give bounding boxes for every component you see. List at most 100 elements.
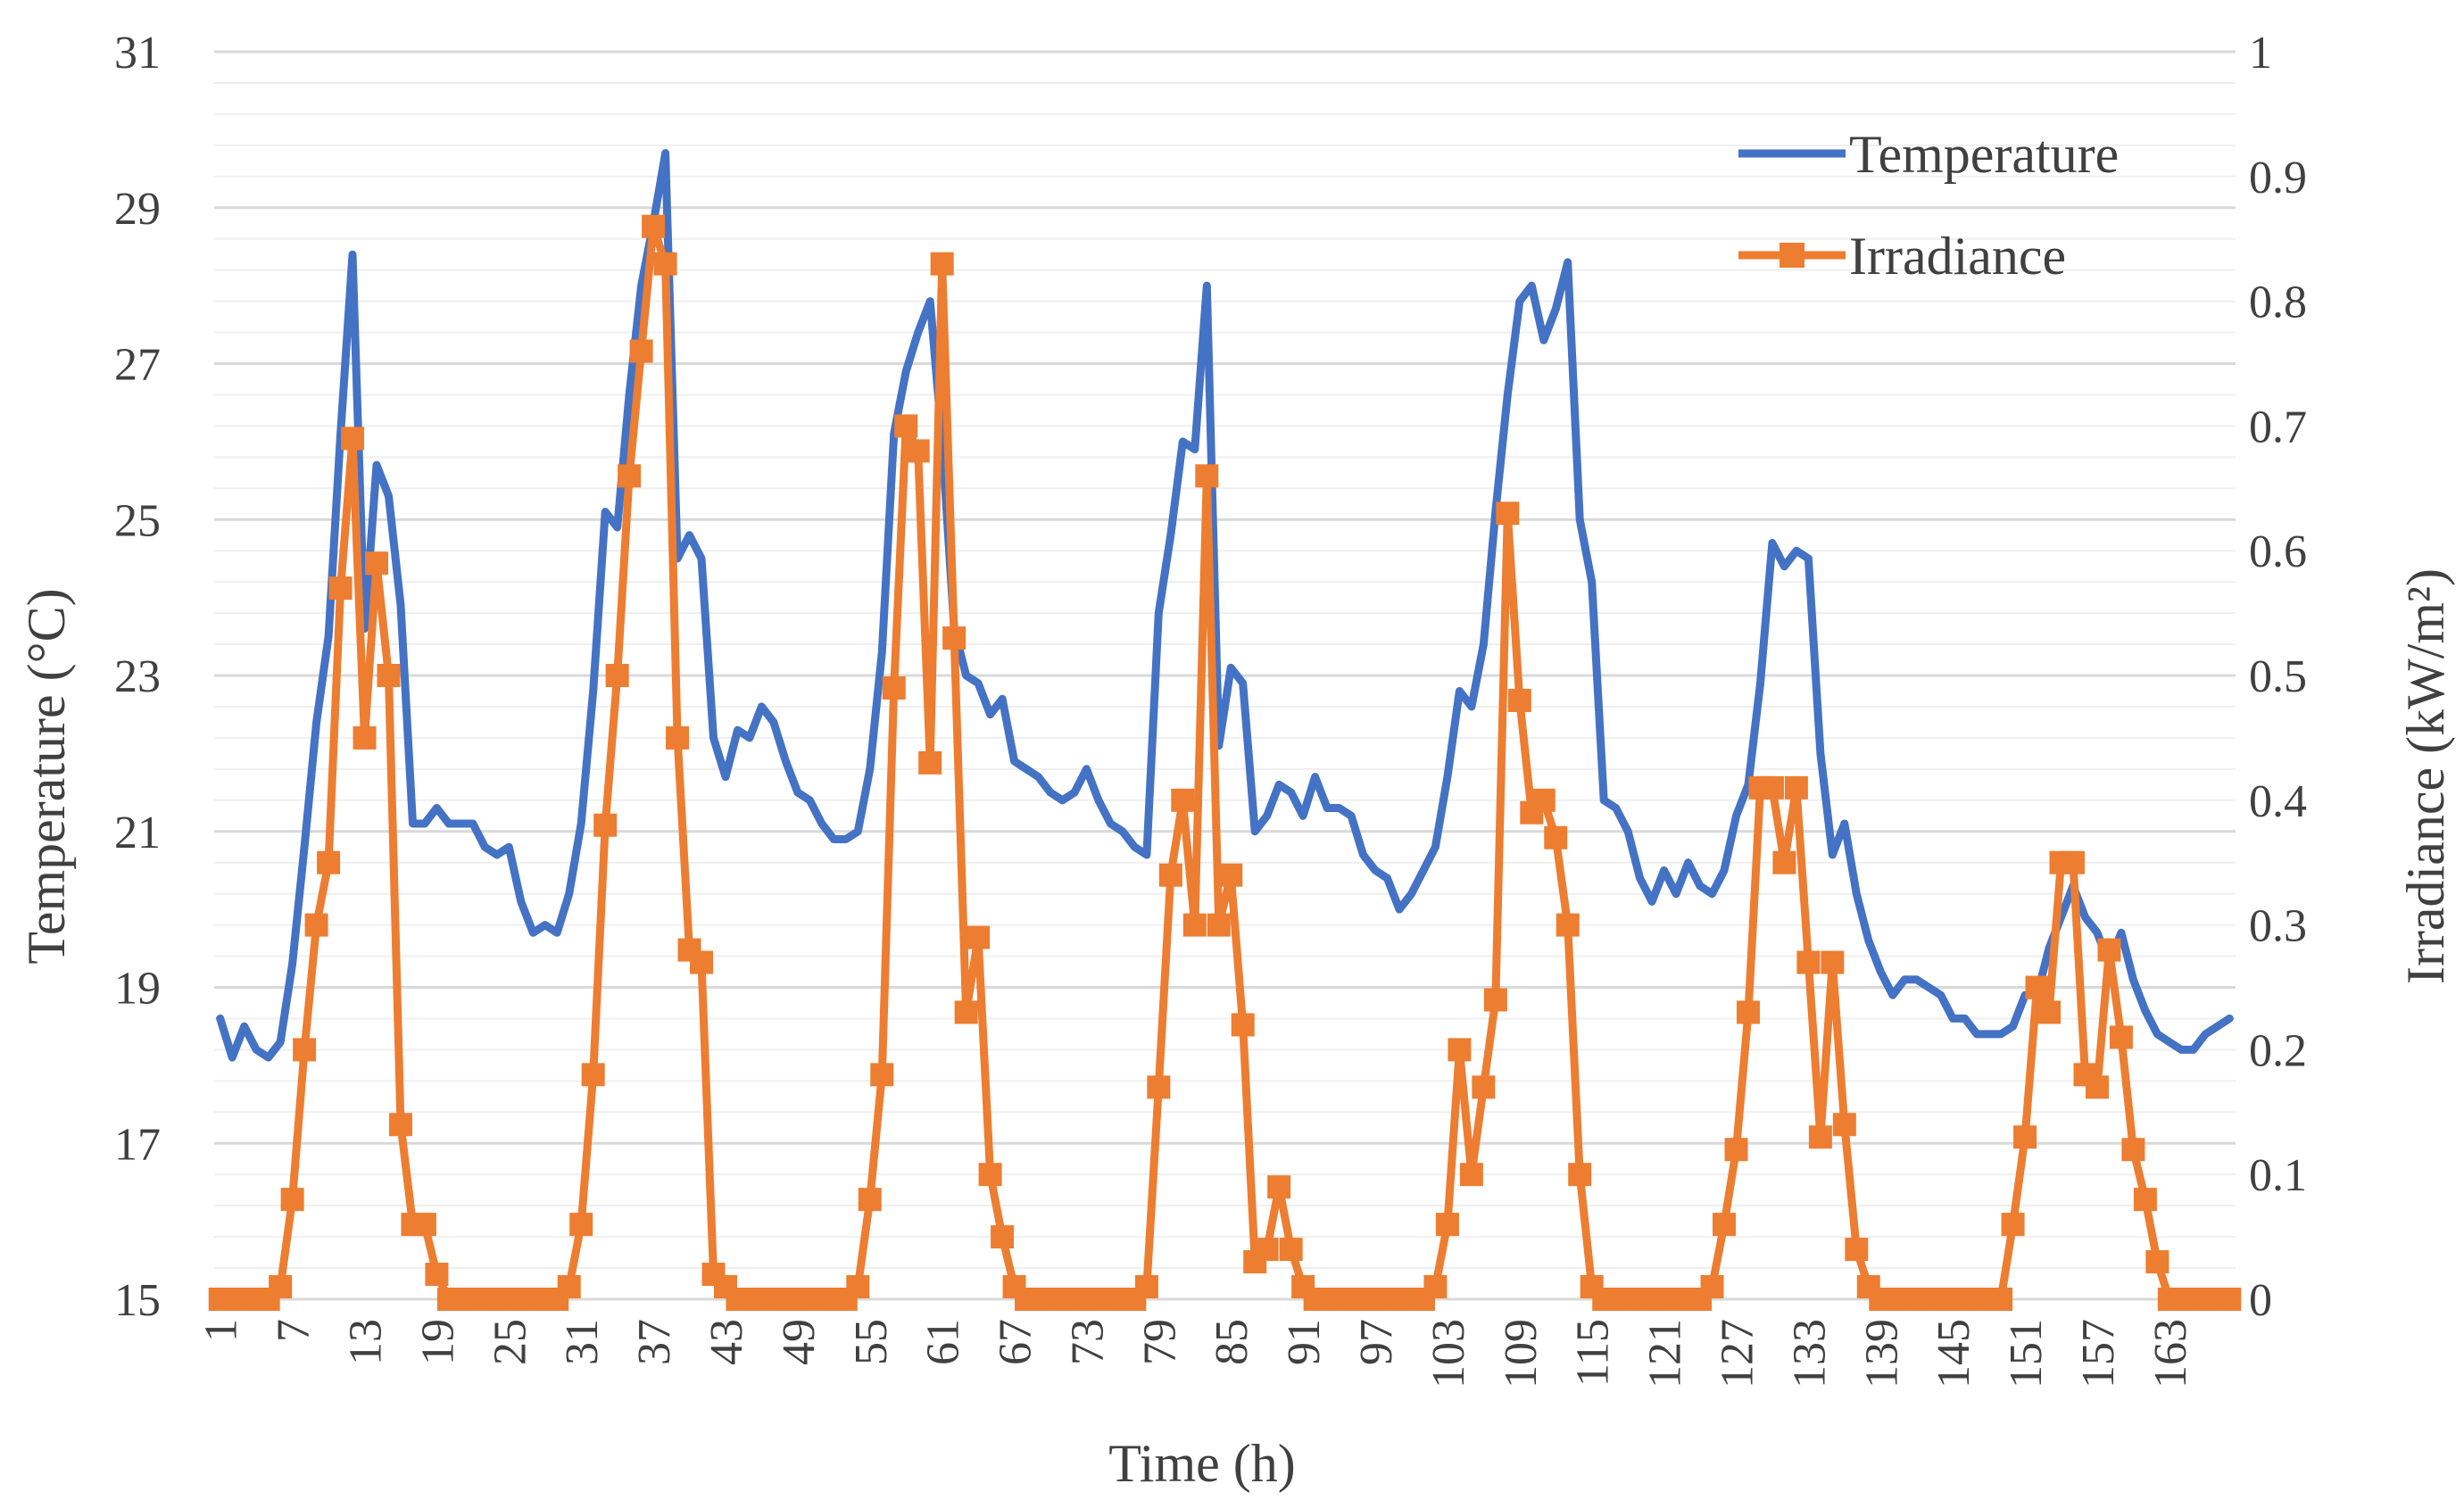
irradiance-point [377,664,401,687]
irradiance-point [605,664,629,687]
irradiance-point [666,725,690,750]
legend-label-temperature: Temperature [1849,125,2119,184]
irradiance-point [280,1188,304,1212]
y2-tick-label: 0.3 [2249,901,2307,952]
left-axis-tick-labels: 15 17 19 21 23 25 27 29 31 [114,28,161,1326]
x-tick-label: 49 [774,1319,825,1365]
irradiance-point [967,925,991,949]
irradiance-point [1568,1163,1592,1187]
irradiance-point [2013,1125,2037,1149]
irradiance-point [918,750,942,775]
irradiance-point [353,725,377,750]
y2-tick-label: 0.1 [2249,1150,2307,1201]
y2-tick-label: 0.4 [2249,776,2307,827]
irradiance-point [1772,850,1796,874]
x-tick-label: 55 [846,1319,897,1365]
irradiance-point [2133,1188,2157,1212]
irradiance-point [1423,1275,1448,1299]
irradiance-point [269,1275,293,1299]
x-tick-label: 61 [918,1319,969,1365]
irradiance-point [846,1275,870,1299]
x-axis-tick-labels: 1 7 13 19 25 31 37 43 49 55 61 67 73 79 85 91 97 103 109 11… [196,1319,2196,1388]
irradiance-point [1544,825,1568,849]
x-tick-label: 91 [1279,1319,1330,1365]
irradiance-point [894,414,918,438]
y2-tick-label: 0.5 [2249,651,2307,702]
irradiance-point [1231,1013,1255,1037]
irradiance-point [1724,1138,1748,1162]
irradiance-point [1195,464,1219,488]
y2-tick-label: 1 [2249,28,2272,79]
irradiance-point [653,252,677,276]
legend: Temperature Irradiance [1738,125,2119,286]
x-tick-label: 37 [629,1319,680,1365]
irradiance-point [328,576,353,601]
irradiance-point [1531,788,1556,812]
irradiance-point [1472,1075,1496,1099]
irradiance-point [2037,1000,2062,1024]
irradiance-point [954,1000,978,1024]
y-tick-label: 19 [114,964,161,1015]
irradiance-point [1496,501,1520,526]
x-tick-label: 157 [2073,1319,2124,1388]
x-tick-label: 121 [1640,1319,1691,1388]
irradiance-point [978,1163,1002,1187]
irradiance-point [858,1188,882,1212]
y-tick-label: 23 [114,651,161,702]
irradiance-point [991,1225,1015,1249]
irradiance-point [2025,975,2049,999]
irradiance-point [870,1063,894,1087]
series-layer [208,149,2242,1311]
gridlines [214,50,2236,1301]
y2-tick-label: 0.9 [2249,153,2307,203]
x-tick-label: 1 [196,1319,247,1342]
x-tick-label: 163 [2145,1319,2196,1388]
irradiance-point [1845,1238,1869,1262]
irradiance-point [2097,938,2121,962]
y2-tick-label: 0 [2249,1275,2272,1326]
x-tick-label: 115 [1568,1319,1619,1387]
irradiance-point [1989,1288,2013,1311]
irradiance-point [557,1275,581,1299]
x-tick-label: 43 [701,1319,752,1365]
irradiance-point [1784,775,1808,800]
irradiance-point [1832,1113,1856,1137]
x-tick-label: 7 [269,1319,319,1342]
y2-tick-label: 0.8 [2249,278,2307,328]
irradiance-point [2121,1138,2145,1162]
irradiance-point [425,1263,449,1287]
x-tick-label: 103 [1423,1319,1474,1388]
irradiance-point [365,551,389,576]
irradiance-point [341,427,365,451]
irradiance-line [216,222,2234,1304]
irradiance-point [1134,1275,1158,1299]
y-tick-label: 15 [114,1275,161,1326]
x-tick-label: 145 [1929,1319,1979,1388]
irradiance-point [304,913,328,937]
x-tick-label: 109 [1496,1319,1547,1388]
irradiance-point [618,464,642,488]
y-tick-label: 21 [114,808,161,858]
irradiance-point [2218,1288,2242,1311]
x-tick-label: 79 [1134,1319,1185,1365]
x-tick-label: 151 [2001,1319,2052,1388]
irradiance-point [882,675,906,700]
irradiance-point [2085,1075,2109,1099]
irradiance-point [2109,1025,2133,1049]
y2-axis-title: Irradiance (kW/m²) [2396,568,2455,984]
legend-item-temperature: Temperature [1738,125,2119,184]
irradiance-point [629,339,653,363]
irradiance-point [1448,1038,1472,1062]
legend-item-irradiance: Irradiance [1738,227,2066,286]
y-tick-label: 17 [114,1119,161,1170]
irradiance-point [1556,913,1580,937]
irradiance-point [1700,1275,1724,1299]
irradiance-point [593,813,618,837]
x-tick-label: 73 [1062,1319,1113,1365]
irradiance-point [906,439,930,463]
irradiance-point [569,1213,593,1237]
irradiance-point [1158,863,1182,887]
legend-marker-irradiance [1780,243,1804,268]
irradiance-point [1736,1000,1760,1024]
y-tick-label: 25 [114,495,161,546]
